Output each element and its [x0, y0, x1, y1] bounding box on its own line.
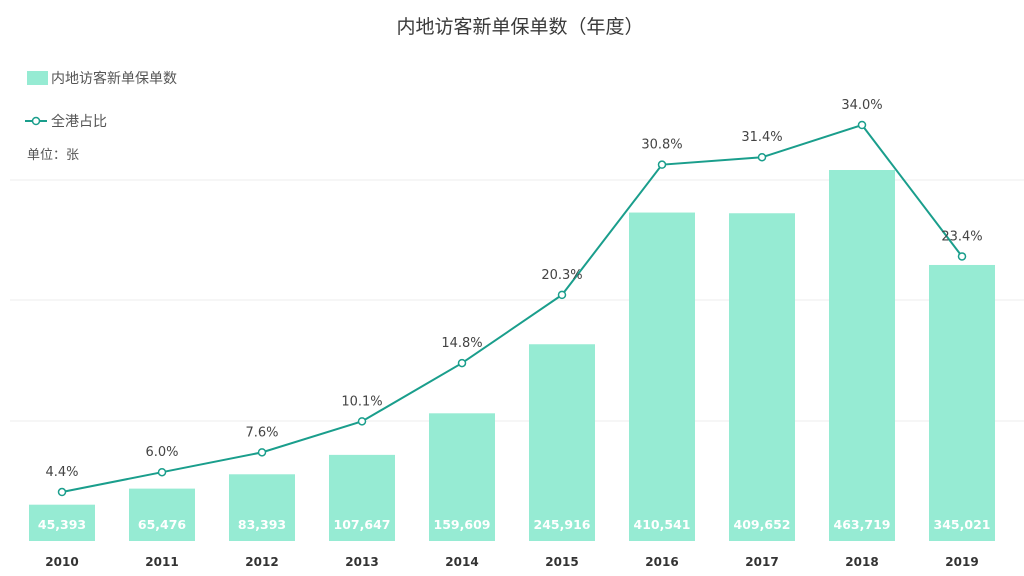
x-tick-label: 2014: [445, 555, 478, 569]
x-tick-label: 2017: [745, 555, 778, 569]
share-point: [757, 152, 767, 162]
bar-value-label: 159,609: [434, 517, 491, 532]
share-value-label: 23.4%: [941, 229, 982, 244]
share-value-label: 10.1%: [341, 394, 382, 409]
x-tick-label: 2011: [145, 555, 178, 569]
bar: [129, 488, 195, 541]
line-series: [57, 120, 967, 497]
chart-title: 内地访客新单保单数（年度）: [396, 16, 643, 38]
share-line: [61, 123, 963, 494]
share-point: [357, 417, 367, 426]
bar: [429, 413, 495, 541]
bar-value-label: 409,652: [734, 517, 791, 532]
bar-value-label: 410,541: [634, 517, 691, 532]
share-value-label: 31.4%: [741, 130, 782, 145]
bar-value-label: 463,719: [834, 517, 891, 532]
bar-value-label: 83,393: [238, 517, 286, 532]
bar: [529, 344, 595, 541]
bar: [229, 474, 295, 541]
share-value-label: 30.8%: [641, 138, 682, 153]
bar-labels: 45,393 65,476 83,393 107,647 159,609 245,916 4…: [38, 517, 991, 532]
legend-line-label: 全港占比: [51, 113, 107, 130]
share-point: [957, 252, 967, 261]
share-value-label: 4.4%: [45, 465, 78, 480]
share-point: [857, 120, 867, 130]
legend: 内地访客新单保单数 全港占比: [25, 70, 177, 130]
legend-bar-label: 内地访客新单保单数: [51, 70, 177, 87]
x-tick-label: 2018: [845, 555, 878, 569]
share-point: [57, 487, 67, 497]
x-axis: 2010 2011 2012 2013 2014 2015 2016 2017 2018 2019: [45, 555, 978, 569]
unit-label: 单位：张: [27, 148, 79, 163]
share-value-label: 34.0%: [841, 98, 882, 113]
share-point: [157, 467, 167, 477]
bar: [329, 454, 395, 541]
bar-value-label: 65,476: [138, 517, 187, 532]
x-tick-label: 2019: [945, 555, 978, 569]
x-tick-label: 2012: [245, 555, 278, 569]
bar: [729, 213, 795, 542]
bar-value-label: 45,393: [38, 517, 86, 532]
bar-value-label: 107,647: [334, 517, 391, 532]
share-point: [457, 358, 467, 368]
legend-line-marker: [31, 116, 41, 126]
bar: [29, 504, 95, 541]
share-point: [257, 448, 267, 457]
bar-series: [29, 170, 995, 542]
x-tick-label: 2013: [345, 555, 378, 569]
share-point: [657, 160, 667, 169]
x-tick-label: 2015: [545, 555, 578, 569]
share-value-label: 7.6%: [245, 425, 278, 440]
legend-bar-swatch: [27, 71, 48, 85]
bar: [629, 212, 695, 542]
bar-value-label: 345,021: [934, 517, 991, 532]
share-value-label: 20.3%: [541, 268, 582, 283]
line-labels: 4.4% 6.0% 7.6% 10.1% 14.8% 20.3% 30.8% 31.4% 34.…: [45, 98, 982, 480]
share-value-label: 14.8%: [441, 336, 482, 351]
x-tick-label: 2016: [645, 555, 678, 569]
bar-value-label: 245,916: [534, 517, 591, 532]
share-point: [557, 290, 567, 300]
bar: [929, 264, 995, 541]
x-tick-label: 2010: [45, 555, 78, 569]
bar: [829, 170, 895, 541]
share-value-label: 6.0%: [145, 445, 178, 460]
